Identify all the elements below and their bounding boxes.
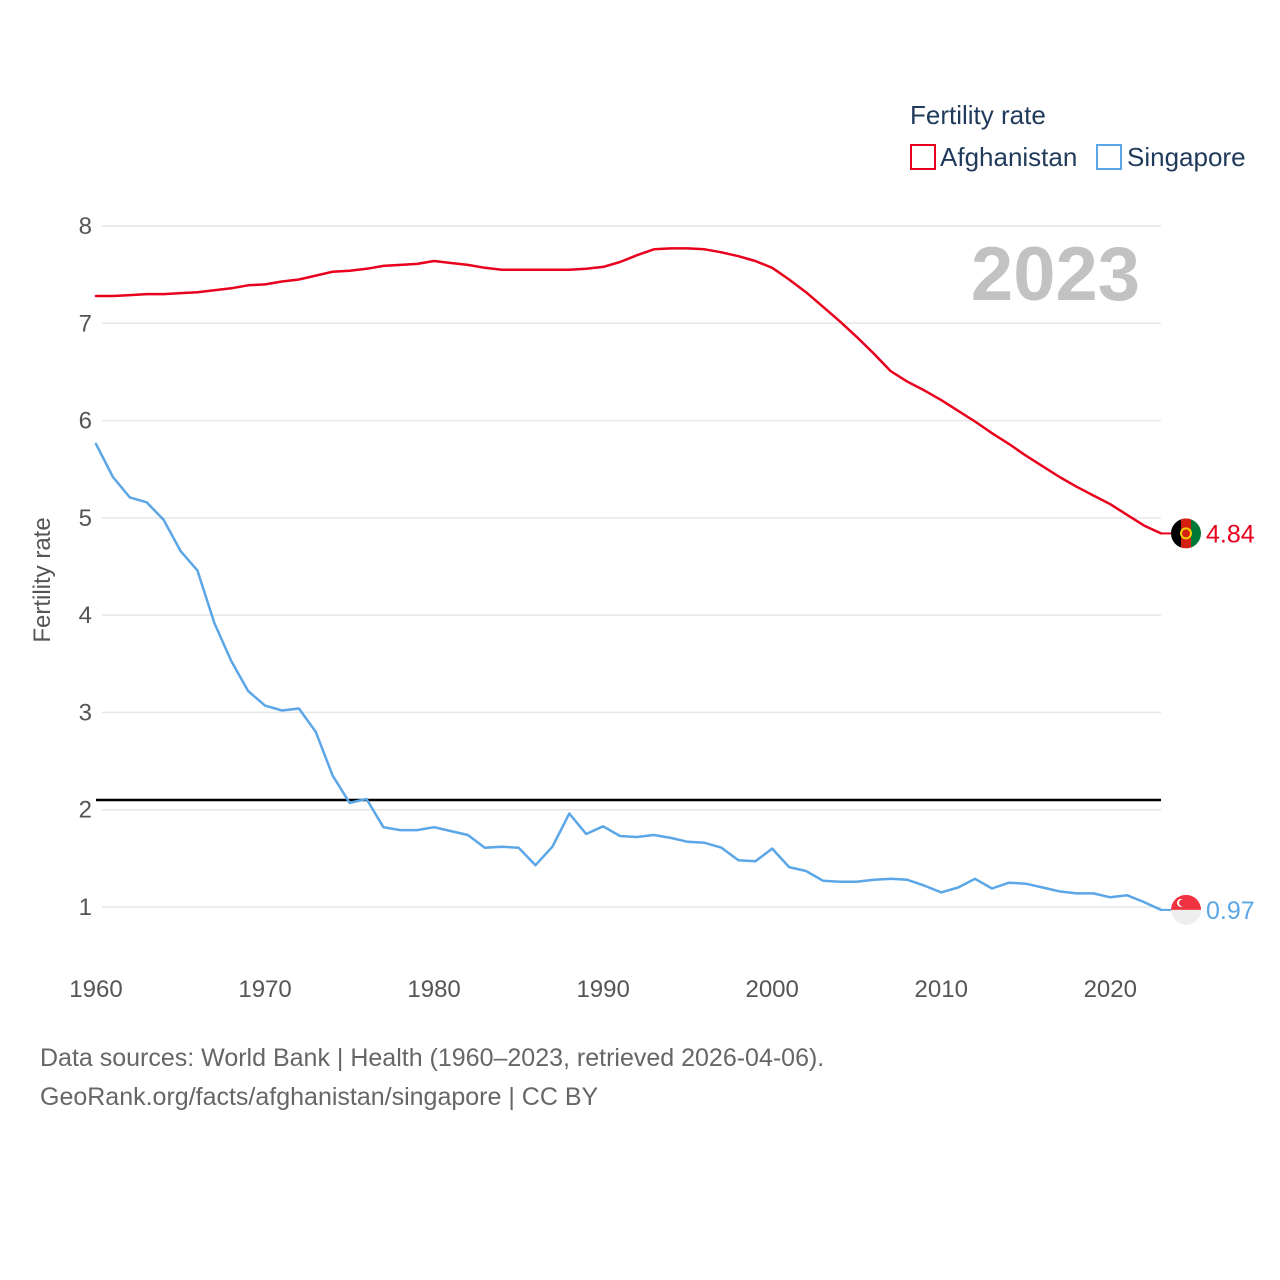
y-tick-label: 5 [79, 505, 92, 532]
footer-link[interactable]: GeoRank.org/facts/afghanistan/singapore … [40, 1083, 599, 1111]
y-tick-label: 8 [79, 213, 92, 240]
y-tick-label: 1 [79, 894, 92, 921]
y-tick-label: 2 [79, 797, 92, 824]
x-tick-label: 2010 [915, 976, 968, 1003]
x-tick-label: 1980 [407, 976, 460, 1003]
series-lines [94, 247, 1172, 912]
x-tick-label: 1970 [238, 976, 291, 1003]
end-value-afghanistan: 4.84 [1206, 520, 1255, 548]
legend-swatch-afghanistan[interactable] [910, 144, 936, 170]
legend-swatch-singapore[interactable] [1096, 144, 1122, 170]
series-line-afghanistan[interactable] [94, 247, 1163, 535]
y-tick-label: 6 [79, 408, 92, 435]
grid-lines [102, 225, 1161, 908]
legend-label-afghanistan[interactable]: Afghanistan [940, 142, 1077, 172]
current-year-display: 2023 [971, 232, 1140, 317]
afghanistan-flag-icon [1171, 518, 1201, 549]
fertility-rate-chart: 1 2 3 4 5 6 7 8 1960 1970 1980 1990 2000 2010 2020 Fe… [29, 100, 1255, 1003]
legend-label-singapore[interactable]: Singapore [1127, 142, 1246, 172]
x-tick-label: 1960 [69, 976, 122, 1003]
footer-sources: Data sources: World Bank | Health (1960–… [40, 1044, 825, 1072]
legend: Fertility rate Afghanistan Singapore [910, 100, 1246, 172]
end-value-singapore: 0.97 [1206, 897, 1255, 925]
singapore-flag-icon [1171, 894, 1201, 925]
legend-title: Fertility rate [910, 100, 1046, 130]
y-axis-label: Fertility rate [29, 517, 56, 642]
y-tick-label: 4 [79, 602, 92, 629]
x-axis-ticks: 1960 1970 1980 1990 2000 2010 2020 [69, 976, 1137, 1003]
x-tick-label: 2000 [745, 976, 798, 1003]
y-tick-label: 3 [79, 699, 92, 726]
series-line-singapore[interactable] [94, 442, 1163, 912]
x-tick-label: 1990 [576, 976, 629, 1003]
x-tick-label: 2020 [1084, 976, 1137, 1003]
y-axis-ticks: 1 2 3 4 5 6 7 8 [79, 213, 92, 921]
y-tick-label: 7 [79, 310, 92, 337]
